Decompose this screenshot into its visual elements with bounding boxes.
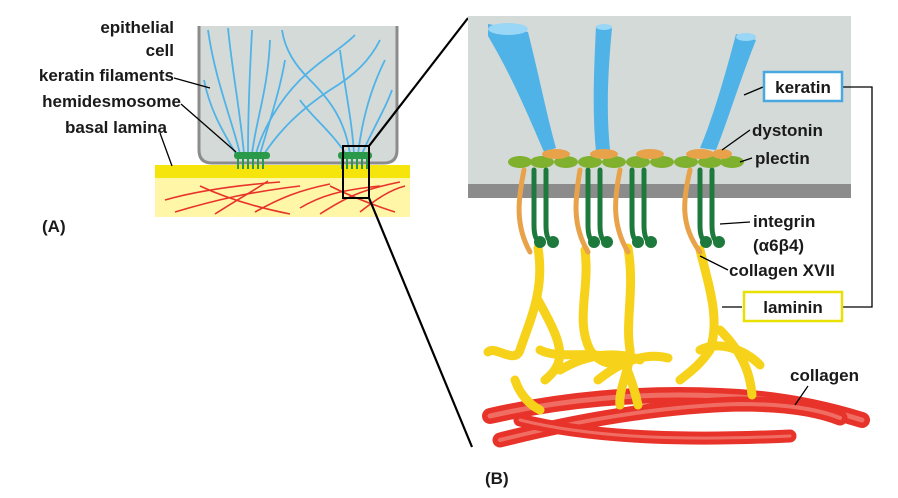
integrin-heads (534, 236, 725, 248)
keratin-filaments-a (203, 27, 393, 155)
laminin-chains (483, 243, 765, 415)
hemidesmosome-a-left (234, 152, 270, 169)
collagen-fibers (482, 386, 870, 448)
label-laminin: laminin (763, 298, 823, 317)
leader-lines-b (699, 86, 873, 406)
panel-a: epithelial cell keratin filaments hemide… (39, 18, 410, 236)
label-collagen: collagen (790, 366, 859, 385)
laminin-label-box (742, 290, 844, 323)
panel-label-a: (A) (42, 217, 66, 236)
label-epithelial: epithelial (100, 18, 174, 37)
label-cell: cell (146, 41, 174, 60)
dystonin-complex (542, 149, 732, 159)
plectin-complex (508, 156, 744, 168)
leader-lines-a (159, 77, 237, 167)
panel-label-b: (B) (485, 469, 509, 488)
zoom-lines (367, 17, 474, 448)
keratin-label-box (762, 70, 844, 103)
basal-lamina-band (155, 165, 410, 178)
zoom-box (342, 145, 370, 199)
label-integrin-subunits: (α6β4) (753, 236, 804, 255)
label-collagen-xvii: collagen XVII (729, 261, 835, 280)
label-basal-lamina: basal lamina (65, 118, 168, 137)
panel-b: keratin dystonin plectin integrin (α6β4)… (468, 16, 873, 488)
label-dystonin: dystonin (752, 121, 823, 140)
label-plectin: plectin (755, 149, 810, 168)
lamina-collagen-fibers (164, 180, 406, 215)
label-hemidesmosome: hemidesmosome (42, 92, 181, 111)
plasma-membrane-b (468, 184, 851, 198)
label-integrin: integrin (753, 212, 815, 231)
collagen-xvii (516, 167, 703, 255)
label-keratin-filaments: keratin filaments (39, 66, 174, 85)
label-keratin: keratin (775, 78, 831, 97)
keratin-bundles (488, 23, 756, 152)
